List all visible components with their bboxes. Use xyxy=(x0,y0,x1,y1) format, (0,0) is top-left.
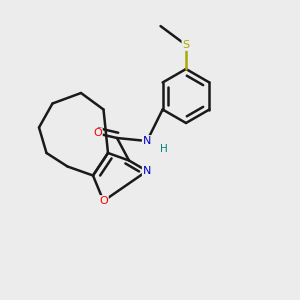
Text: N: N xyxy=(143,166,151,176)
Text: H: H xyxy=(160,143,167,154)
Text: S: S xyxy=(182,40,190,50)
Text: O: O xyxy=(99,196,108,206)
Text: N: N xyxy=(143,136,151,146)
Text: O: O xyxy=(93,128,102,139)
